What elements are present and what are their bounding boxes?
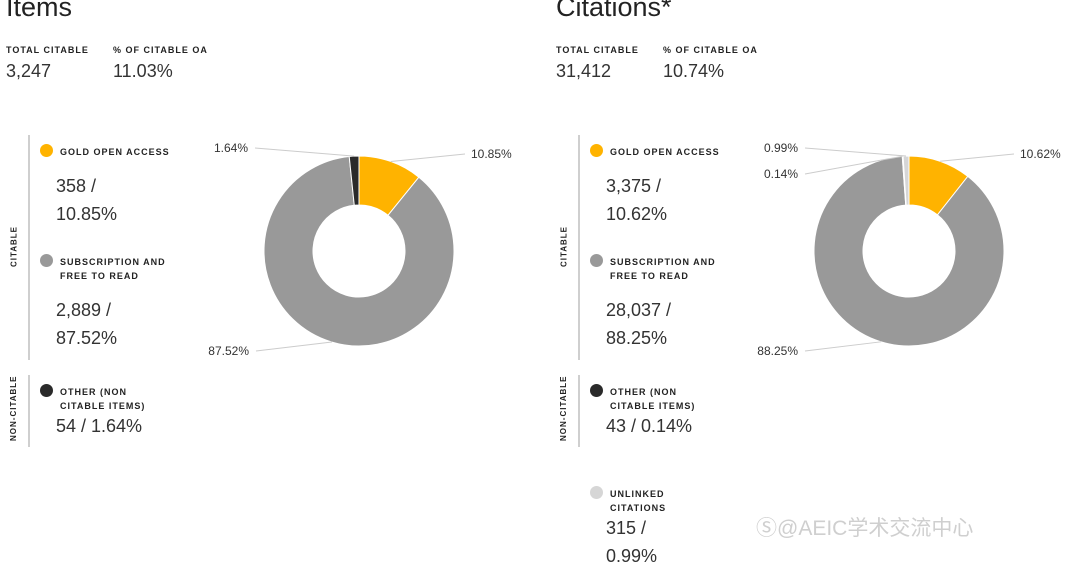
legend-count: 3,375 / bbox=[606, 176, 662, 196]
stat-label: % OF CITABLE OA bbox=[113, 45, 208, 55]
citable-oa-stat: % OF CITABLE OA 11.03% bbox=[113, 45, 208, 82]
legend-name: UNLINKED CITATIONS bbox=[610, 489, 667, 513]
legend-count: 358 / bbox=[56, 176, 97, 196]
stat-value: 31,412 bbox=[556, 61, 612, 81]
legend-pct: 10.62% bbox=[606, 204, 668, 224]
stat-value: 11.03% bbox=[113, 61, 173, 81]
legend-count: 43 / 0.14% bbox=[606, 416, 693, 436]
black-dot-icon bbox=[40, 384, 53, 397]
legend-count: 28,037 / bbox=[606, 300, 672, 320]
watermark: Ⓢ@AEIC学术交流中心 bbox=[756, 517, 974, 540]
leader-line bbox=[804, 155, 903, 175]
leader-line bbox=[255, 341, 332, 352]
legend-count: 315 / bbox=[606, 518, 647, 538]
legend-name: GOLD OPEN ACCESS bbox=[610, 147, 720, 157]
leader-line bbox=[804, 147, 907, 157]
citable-oa-stat: % OF CITABLE OA 10.74% bbox=[663, 45, 758, 82]
light-gray-dot-icon bbox=[590, 486, 603, 499]
citable-group-bar bbox=[578, 135, 580, 360]
panel-title: Citations* bbox=[556, 0, 672, 22]
slice-value-label: 0.14% bbox=[764, 167, 798, 181]
stat-label: % OF CITABLE OA bbox=[663, 45, 758, 55]
items-panel: Items TOTAL CITABLE 3,247 % OF CITABLE O… bbox=[6, 0, 536, 568]
citations-panel: Citations* TOTAL CITABLE 31,412 % OF CIT… bbox=[556, 0, 1080, 568]
slice-value-label: 87.52% bbox=[208, 344, 249, 358]
stat-label: TOTAL CITABLE bbox=[6, 45, 89, 55]
total-citable-stat: TOTAL CITABLE 3,247 bbox=[6, 45, 89, 82]
donut-slice-subscription-and-free-to-read bbox=[813, 155, 1005, 347]
citable-group-bar bbox=[28, 135, 30, 360]
leader-line bbox=[804, 341, 882, 352]
slice-value-label: 1.64% bbox=[214, 141, 248, 155]
gray-dot-icon bbox=[590, 254, 603, 267]
stat-value: 10.74% bbox=[663, 61, 725, 81]
stat-value: 3,247 bbox=[6, 61, 52, 81]
legend-name: SUBSCRIPTION AND FREE TO READ bbox=[610, 257, 716, 281]
legend-count: 54 / 1.64% bbox=[56, 416, 143, 436]
leader-line bbox=[254, 147, 355, 157]
legend-count: 2,889 / bbox=[56, 300, 112, 320]
total-citable-stat: TOTAL CITABLE 31,412 bbox=[556, 45, 639, 82]
legend-name: GOLD OPEN ACCESS bbox=[60, 147, 170, 157]
stat-label: TOTAL CITABLE bbox=[556, 45, 639, 55]
gold-dot-icon bbox=[590, 144, 603, 157]
gray-dot-icon bbox=[40, 254, 53, 267]
donut-slice-subscription-and-free-to-read bbox=[263, 155, 455, 347]
legend-pct: 0.99% bbox=[606, 546, 658, 566]
legend-name: OTHER (NON CITABLE ITEMS) bbox=[60, 387, 146, 411]
slice-value-label: 10.62% bbox=[1020, 147, 1061, 161]
non-citable-group-bar bbox=[578, 375, 580, 447]
panel-title: Items bbox=[6, 0, 73, 22]
legend-name: OTHER (NON CITABLE ITEMS) bbox=[610, 387, 696, 411]
legend-name: SUBSCRIPTION AND FREE TO READ bbox=[60, 257, 166, 281]
legend-pct: 87.52% bbox=[56, 328, 118, 348]
gold-dot-icon bbox=[40, 144, 53, 157]
legend-pct: 10.85% bbox=[56, 204, 118, 224]
black-dot-icon bbox=[590, 384, 603, 397]
legend-pct: 88.25% bbox=[606, 328, 668, 348]
non-citable-group-bar bbox=[28, 375, 30, 447]
leader-line bbox=[390, 153, 466, 162]
leader-line bbox=[940, 153, 1015, 162]
slice-value-label: 0.99% bbox=[764, 141, 798, 155]
slice-value-label: 10.85% bbox=[471, 147, 512, 161]
slice-value-label: 88.25% bbox=[757, 344, 798, 358]
